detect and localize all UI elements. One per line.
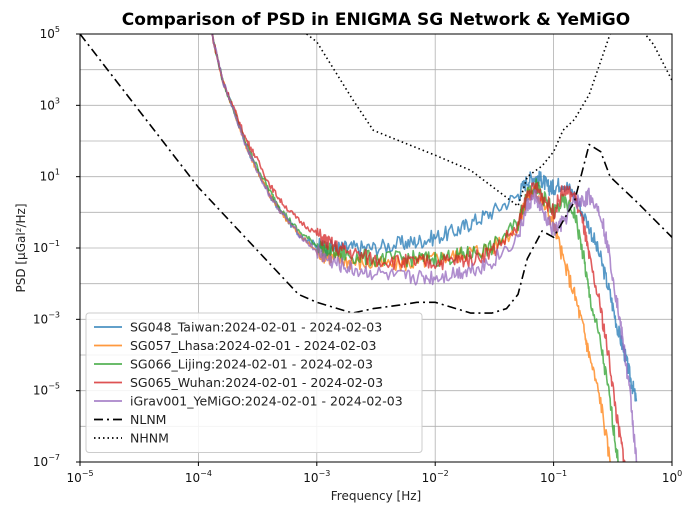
legend-item: SG065_Wuhan:2024-02-01 - 2024-02-03 [94,375,383,390]
series-line [211,34,619,462]
legend-item: NHNM [94,431,169,446]
chart-title: Comparison of PSD in ENIGMA SG Network &… [122,10,630,30]
series-5 [211,34,638,462]
series-6 [80,34,672,314]
y-tick-label: 10−1 [33,239,60,255]
y-tick-label: 103 [40,96,60,112]
legend-label: SG057_Lhasa:2024-02-01 - 2024-02-03 [130,338,376,353]
legend-box [85,312,423,453]
x-axis-label: Frequency [Hz] [331,489,422,503]
x-tick-label: 100 [662,469,682,485]
series-line [80,34,672,314]
y-tick-label: 10−3 [33,310,60,326]
y-axis-label: PSD [μGal²/Hz] [14,203,28,292]
legend-label: SG065_Wuhan:2024-02-01 - 2024-02-03 [130,375,383,390]
legend-item: SG066_Lijing:2024-02-01 - 2024-02-03 [94,357,373,372]
y-axis-ticks: 10−7 10−5 10−3 10−1 101 103 105 [33,25,80,469]
x-tick-label: 10−3 [303,469,330,485]
legend-item: SG057_Lhasa:2024-02-01 - 2024-02-03 [94,338,376,353]
x-tick-label: 10−1 [540,469,567,485]
legend-label: SG048_Taiwan:2024-02-01 - 2024-02-03 [130,320,382,335]
legend-label: iGrav001_YeMiGO:2024-02-01 - 2024-02-03 [130,394,403,409]
x-axis-ticks: 10−5 10−4 10−3 10−2 10−1 100 [66,462,682,485]
y-tick-label: 101 [40,168,60,184]
y-tick-label: 10−5 [33,382,60,398]
series-layer [80,34,672,462]
series-line [211,34,638,462]
x-tick-label: 10−4 [185,469,212,485]
legend-label: SG066_Lijing:2024-02-01 - 2024-02-03 [130,357,373,372]
series-4 [211,34,626,462]
series-3 [211,34,619,462]
legend-item: SG048_Taiwan:2024-02-01 - 2024-02-03 [94,320,382,335]
legend-item: iGrav001_YeMiGO:2024-02-01 - 2024-02-03 [94,394,403,409]
y-tick-label: 105 [40,25,60,41]
legend-item: NLNM [94,412,166,427]
y-tick-label: 10−7 [33,453,60,469]
legend-label: NLNM [130,412,166,427]
legend: SG048_Taiwan:2024-02-01 - 2024-02-03 SG05… [85,312,423,453]
series-line [211,34,626,462]
legend-label: NHNM [130,431,169,446]
x-tick-label: 10−5 [66,469,93,485]
x-tick-label: 10−2 [422,469,449,485]
